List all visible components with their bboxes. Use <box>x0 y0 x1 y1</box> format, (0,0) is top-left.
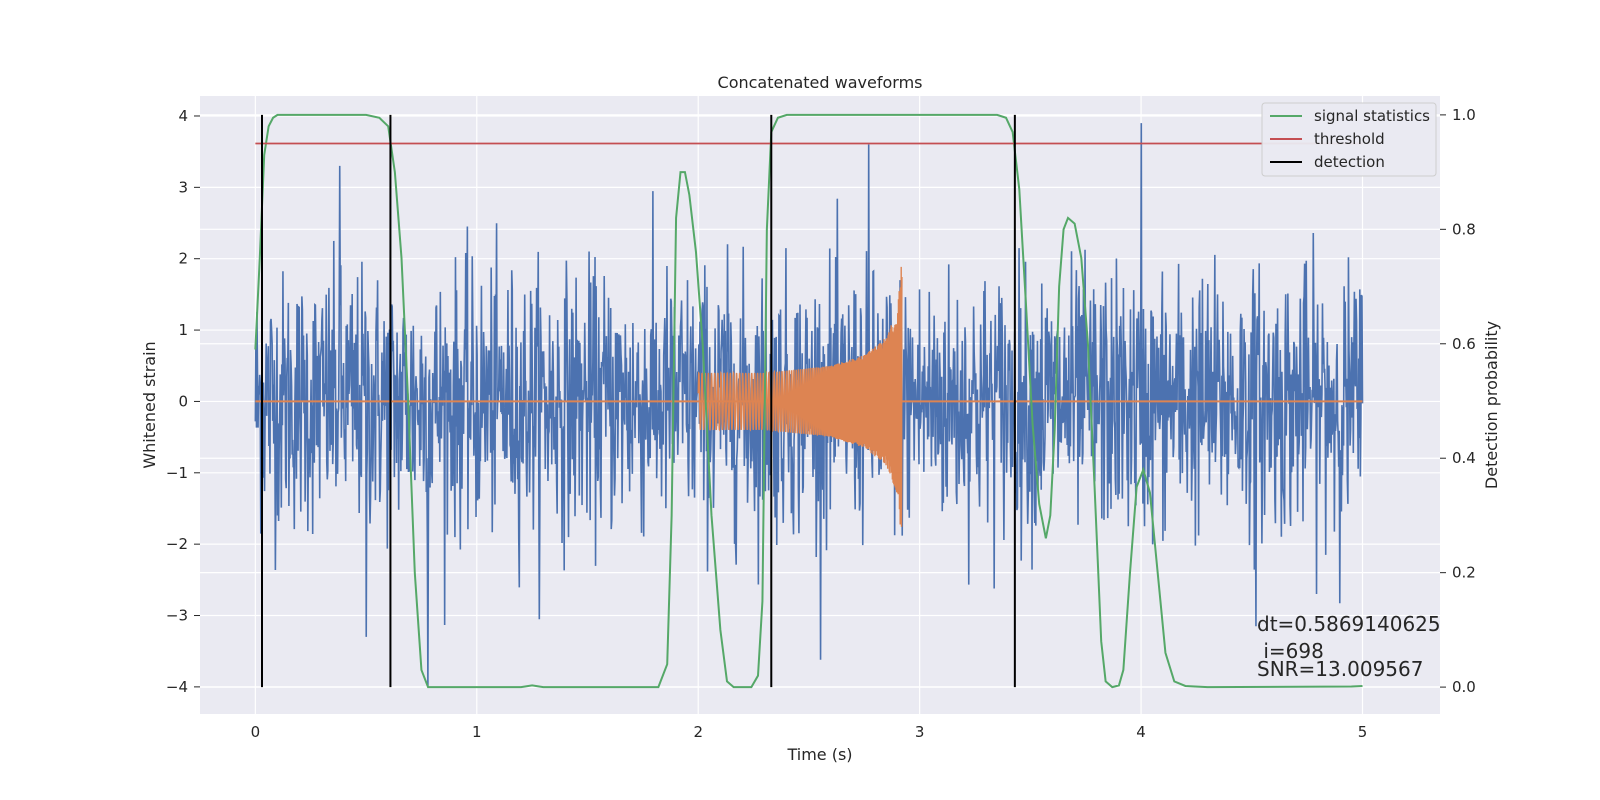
legend-label-threshold: threshold <box>1314 130 1385 148</box>
x-tick-label: 4 <box>1136 723 1146 741</box>
annotation-snr: SNR=13.009567 <box>1257 657 1423 681</box>
axes-layer: 0 1 2 3 4 5 4 3 2 1 0 −1 −2 −3 −4 1.0 0.8 0.6 0.4 0.2 0.0 <box>166 106 1476 741</box>
y-tick-label-right: 0.4 <box>1452 449 1476 467</box>
x-tick-label: 5 <box>1358 723 1368 741</box>
chart-title: Concatenated waveforms <box>718 73 923 92</box>
annotation-i: i=698 <box>1257 639 1324 663</box>
x-tick-label: 3 <box>915 723 925 741</box>
y-tick-label: 0 <box>178 392 188 410</box>
y-tick-label: −1 <box>166 464 188 482</box>
x-tick-label: 1 <box>472 723 482 741</box>
y-tick-label: 4 <box>178 107 188 125</box>
y-tick-label-right: 0.2 <box>1452 564 1476 582</box>
legend-label-detection: detection <box>1314 153 1385 171</box>
x-tick-label: 2 <box>693 723 703 741</box>
y-axis-label-right: Detection probability <box>1482 321 1501 489</box>
y-axis-label: Whitened strain <box>140 341 159 468</box>
legend-label-signal-statistics: signal statistics <box>1314 107 1430 125</box>
y-tick-label: 2 <box>178 250 188 268</box>
y-tick-label: −3 <box>166 607 188 625</box>
y-tick-label-right: 0.6 <box>1452 335 1476 353</box>
annotation-dt: dt=0.5869140625 <box>1257 612 1441 636</box>
y-tick-label-right: 0.0 <box>1452 678 1476 696</box>
y-tick-label: −2 <box>166 535 188 553</box>
injection-chirp-line <box>697 266 903 527</box>
y-tick-label-right: 0.8 <box>1452 220 1476 238</box>
y-tick-label-right: 1.0 <box>1452 106 1476 124</box>
legend: signal statistics threshold detection <box>1261 102 1437 177</box>
annotations: dt=0.5869140625 i=698 SNR=13.009567 <box>1257 612 1441 681</box>
legend-frame <box>1261 102 1437 177</box>
y-tick-label: 1 <box>178 321 188 339</box>
y-tick-label: 3 <box>178 178 188 196</box>
x-tick-label: 0 <box>251 723 261 741</box>
series-layer <box>254 113 1364 689</box>
x-axis-label: Time (s) <box>786 745 852 764</box>
y-tick-label: −4 <box>166 678 188 696</box>
